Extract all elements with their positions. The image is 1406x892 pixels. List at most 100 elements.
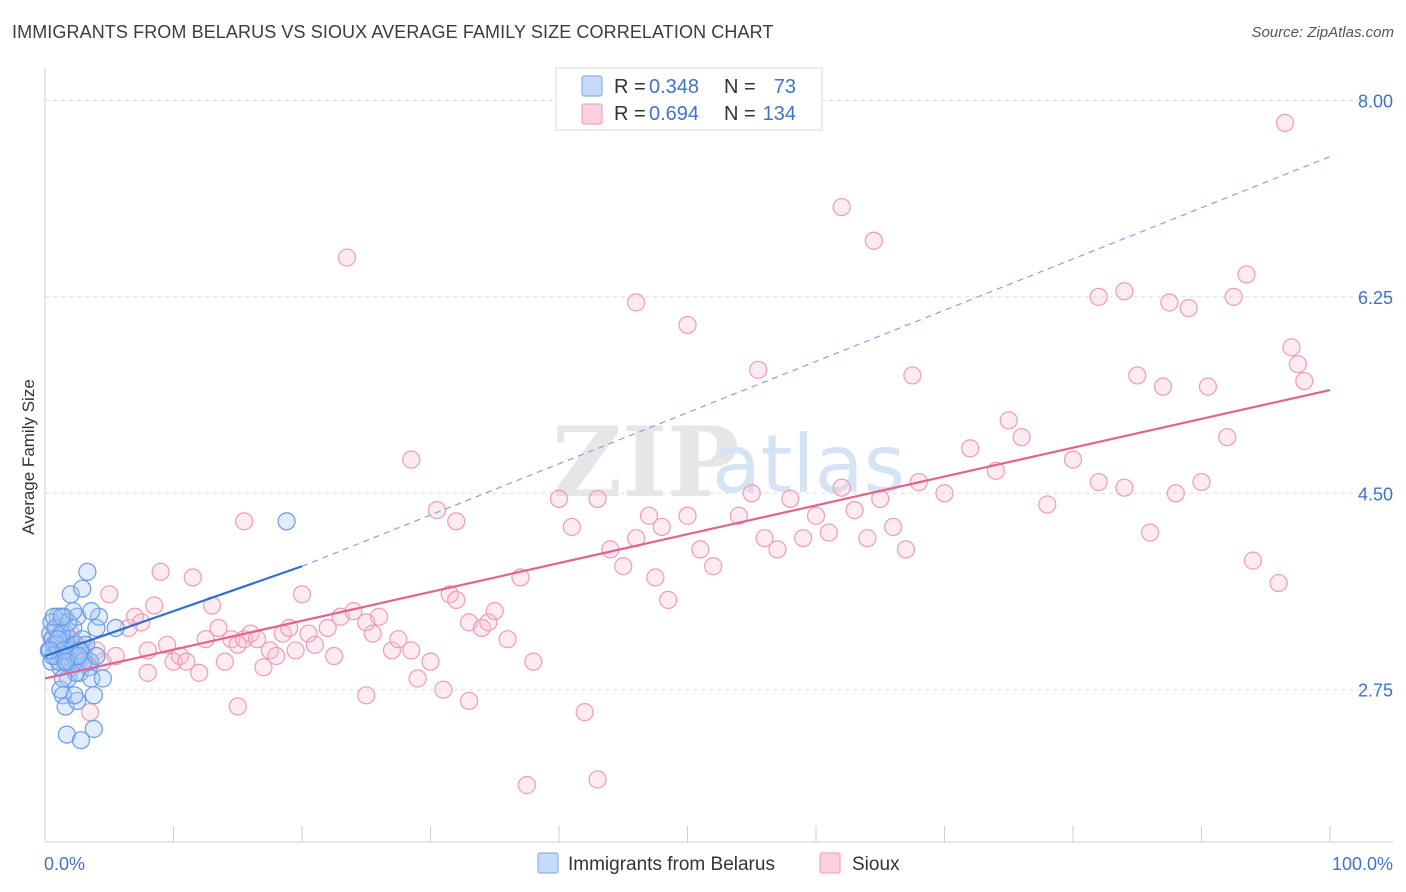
sioux-point-79 (768, 540, 787, 559)
legend-n-value-belarus: 73 (774, 76, 796, 98)
sioux-point-116 (626, 293, 646, 312)
sioux-point-16 (151, 562, 170, 581)
belarus-point-71 (277, 512, 296, 531)
legend-r-label-sioux: R = (614, 103, 646, 125)
sioux-point-83 (819, 523, 838, 542)
bottom-legend-swatch-belarus (537, 852, 559, 874)
belarus-point-54 (84, 686, 103, 705)
sioux-point-123 (1153, 377, 1173, 396)
sioux-point-80 (781, 489, 800, 508)
belarus-point-61 (71, 731, 91, 750)
bottom-legend: Immigrants from Belarus Sioux (537, 852, 900, 875)
watermark-zip: ZIP (552, 406, 739, 519)
sioux-point-137 (138, 663, 157, 682)
sioux-point-48 (382, 641, 402, 660)
legend-n-value-sioux: 134 (763, 103, 796, 125)
watermark-atlas: atlas (712, 418, 905, 511)
sioux-point-64 (562, 517, 581, 537)
sioux-point-124 (1179, 298, 1198, 318)
sioux-point-25 (209, 618, 228, 638)
sioux-point-47 (370, 607, 389, 626)
sioux-point-117 (678, 315, 697, 335)
sioux-point-67 (614, 557, 633, 576)
sioux-point-92 (961, 439, 980, 458)
belarus-point-65 (44, 607, 64, 626)
sioux-point-78 (755, 529, 774, 548)
belarus-point-55 (87, 618, 106, 638)
sioux-point-22 (190, 663, 209, 682)
sioux-point-74 (691, 540, 710, 559)
sioux-point-15 (145, 596, 164, 615)
y-tick-label-0: 2.75 (1358, 681, 1393, 701)
sioux-point-41 (318, 618, 337, 638)
sioux-point-59 (485, 602, 504, 621)
legend-r-value-sioux: 0.694 (649, 103, 699, 125)
belarus-point-59 (78, 562, 97, 581)
sioux-point-127 (1275, 113, 1295, 132)
sioux-point-51 (408, 669, 427, 688)
legend-r-label-belarus: R = (614, 76, 646, 98)
sioux-point-121 (1089, 287, 1108, 306)
y-tick-label-3: 8.00 (1358, 91, 1393, 111)
sioux-point-82 (806, 506, 826, 525)
sioux-point-60 (498, 630, 517, 649)
sioux-point-120 (999, 411, 1018, 430)
trend-lines (44, 156, 1331, 680)
y-tick-label-2: 6.25 (1358, 288, 1393, 308)
sioux-point-103 (1243, 551, 1263, 570)
sioux-point-110 (575, 703, 594, 722)
sioux-point-77 (742, 484, 761, 503)
legend-swatch-sioux (581, 103, 603, 125)
belarus-point-43 (64, 602, 83, 621)
belarus-point-49 (60, 652, 79, 671)
sioux-point-105 (1295, 371, 1314, 391)
sioux-point-84 (832, 478, 851, 497)
sioux-point-95 (1038, 495, 1057, 514)
sioux-point-85 (845, 501, 864, 520)
sioux-point-133 (447, 512, 466, 531)
belarus-point-72 (93, 669, 112, 688)
y-tick-label-1: 4.50 (1358, 484, 1393, 504)
sioux-point-69 (639, 506, 659, 525)
sioux-point-122 (1128, 366, 1147, 385)
sioux-point-34 (267, 646, 286, 666)
axes (44, 68, 1393, 843)
belarus-point-66 (52, 607, 71, 626)
sioux-point-42 (325, 646, 344, 666)
watermark: ZIP atlas (552, 406, 905, 519)
sioux-point-89 (896, 540, 916, 559)
belarus-point-68 (69, 646, 88, 666)
belarus-trend-line (44, 565, 303, 658)
x-tick-label-left: 0.0% (44, 854, 85, 874)
sioux-point-46 (363, 624, 382, 643)
sioux-point-118 (749, 360, 768, 379)
legend-swatch-belarus (581, 75, 603, 97)
sioux-point-128 (1282, 338, 1301, 357)
sioux-point-94 (1012, 428, 1031, 447)
bottom-legend-label-belarus: Immigrants from Belarus (568, 854, 775, 875)
sioux-point-106 (80, 703, 100, 722)
sioux-point-104 (1269, 573, 1288, 593)
belarus-point-70 (41, 641, 60, 660)
sioux-point-55 (447, 590, 466, 610)
sioux-point-97 (1089, 472, 1108, 492)
sioux-point-112 (588, 770, 607, 789)
sioux-point-37 (286, 641, 305, 660)
sioux-point-99 (1140, 523, 1160, 542)
sioux-point-70 (646, 568, 665, 587)
belarus-point-64 (87, 646, 106, 666)
belarus-point-36 (65, 686, 84, 705)
sioux-point-130 (235, 512, 254, 531)
sioux-point-125 (1224, 287, 1243, 306)
sioux-point-107 (228, 697, 247, 716)
sioux-point-76 (729, 506, 749, 525)
sioux-point-126 (1237, 265, 1256, 284)
sioux-point-131 (402, 450, 421, 469)
sioux-point-32 (254, 658, 273, 677)
sioux-point-40 (305, 635, 324, 654)
sioux-point-119 (903, 366, 922, 385)
bottom-legend-label-sioux: Sioux (852, 854, 900, 875)
sioux-point-62 (524, 652, 543, 671)
sioux-point-65 (588, 489, 607, 508)
legend-n-label-belarus: N = (724, 76, 756, 98)
